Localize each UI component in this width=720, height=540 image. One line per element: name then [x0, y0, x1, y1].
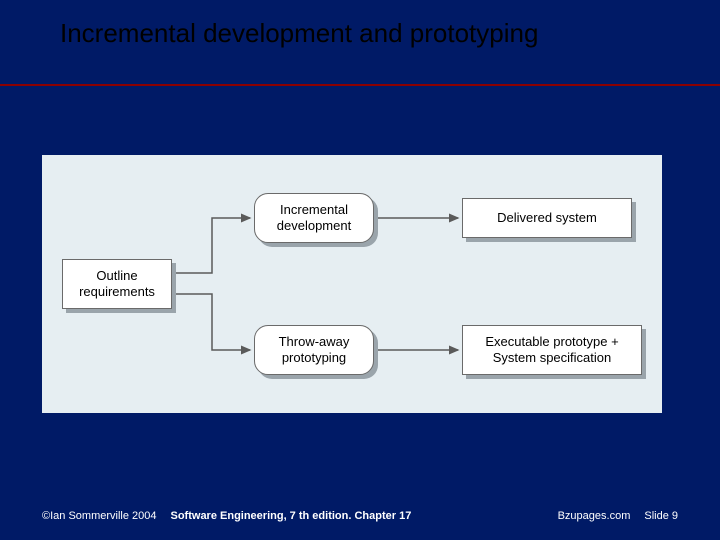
footer-site: Bzupages.com — [558, 510, 631, 522]
slide-title: Incremental development and prototyping — [60, 18, 720, 49]
edge-outline-to-throwaway — [172, 294, 250, 350]
edge-outline-to-incremental — [172, 218, 250, 273]
node-executable: Executable prototype + System specificat… — [462, 325, 642, 375]
node-box: Incremental development — [254, 193, 374, 243]
title-underline — [0, 84, 720, 86]
node-delivered: Delivered system — [462, 198, 632, 238]
node-box: Delivered system — [462, 198, 632, 238]
node-box: Outline requirements — [62, 259, 172, 309]
footer-copyright: ©Ian Sommerville 2004 — [42, 510, 157, 522]
footer: ©Ian Sommerville 2004 Software Engineeri… — [42, 510, 678, 522]
node-box: Throw-away prototyping — [254, 325, 374, 375]
footer-book: Software Engineering, 7 th edition. Chap… — [171, 510, 412, 522]
node-box: Executable prototype + System specificat… — [462, 325, 642, 375]
footer-slide-number: Slide 9 — [644, 510, 678, 522]
node-throwaway: Throw-away prototyping — [254, 325, 374, 375]
diagram-panel: Outline requirements Incremental developm… — [42, 155, 662, 413]
node-incremental: Incremental development — [254, 193, 374, 243]
slide: Incremental development and prototyping … — [0, 0, 720, 540]
title-area: Incremental development and prototyping — [0, 0, 720, 57]
node-outline: Outline requirements — [62, 259, 172, 309]
